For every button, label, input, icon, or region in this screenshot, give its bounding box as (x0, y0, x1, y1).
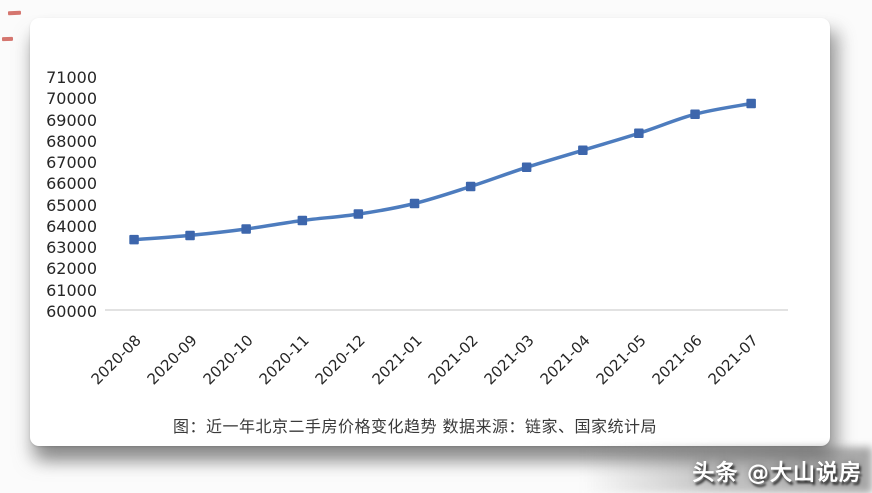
y-tick-label: 64000 (46, 216, 97, 236)
data-point-marker (129, 234, 139, 245)
watermark-toutiao: 头条 @大山说房 (692, 461, 862, 486)
data-point-marker (465, 181, 476, 192)
red-annotation-dash-1 (7, 10, 22, 16)
data-point-marker (297, 215, 308, 226)
y-tick-label: 70000 (46, 89, 97, 109)
price-trend-chart: 71000 70000 69000 68000 67000 66000 65000 64000… (30, 18, 830, 446)
red-annotation-dash-2 (1, 36, 14, 42)
data-point-marker (690, 109, 700, 119)
data-point-marker (409, 198, 420, 209)
x-tick-label: 2021-05 (592, 331, 650, 389)
chart-caption: 图：近一年北京二手房价格变化趋势 数据来源：链家、国家统计局 (172, 417, 658, 436)
data-point-marker (634, 128, 644, 138)
data-point-marker (746, 98, 756, 109)
y-tick-label: 67000 (46, 153, 97, 173)
data-point-marker (578, 145, 588, 155)
x-tick-label: 2020-08 (87, 331, 145, 389)
line-chart-plot (105, 98, 788, 311)
y-tick-label: 71000 (46, 68, 97, 87)
data-point-marker (241, 224, 251, 234)
x-tick-label: 2021-04 (536, 331, 594, 389)
y-tick-label: 66000 (46, 174, 97, 194)
x-tick-label: 2021-07 (704, 331, 762, 389)
price-series-line (132, 101, 753, 242)
x-tick-label: 2021-02 (424, 331, 482, 389)
x-tick-label: 2021-01 (368, 331, 426, 389)
y-axis: 71000 70000 69000 68000 67000 66000 65000 64000… (30, 18, 97, 338)
data-point-marker (353, 209, 364, 219)
chart-card: 71000 70000 69000 68000 67000 66000 65000 64000… (30, 18, 830, 446)
x-tick-label: 2021-06 (648, 331, 706, 389)
x-tick-label: 2020-09 (143, 331, 201, 389)
y-tick-label: 65000 (46, 195, 97, 215)
y-tick-label: 68000 (46, 131, 97, 151)
x-tick-label: 2020-10 (199, 331, 257, 389)
x-tick-label: 2020-12 (312, 331, 370, 389)
data-point-marker (521, 162, 532, 172)
x-tick-label: 2020-11 (255, 331, 313, 389)
y-tick-label: 62000 (46, 259, 97, 279)
y-tick-label: 61000 (46, 280, 97, 300)
y-tick-label: 69000 (46, 110, 97, 130)
y-tick-label: 63000 (46, 238, 97, 258)
watermark-background-shade (582, 447, 872, 493)
x-tick-label: 2021-03 (480, 331, 538, 389)
y-tick-label: 60000 (46, 301, 97, 321)
data-point-marker (185, 230, 195, 241)
